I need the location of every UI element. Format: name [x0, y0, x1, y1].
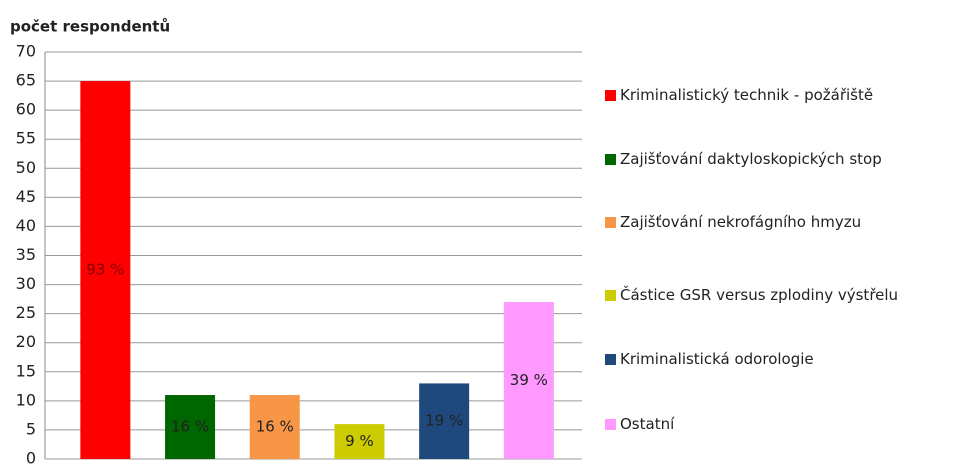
bar [80, 81, 131, 460]
data-label: 9 % [345, 432, 374, 450]
y-tick-label: 70 [16, 42, 36, 61]
y-tick-label: 0 [26, 449, 36, 464]
legend-swatch [605, 419, 616, 430]
legend-label: Ostatní [620, 415, 675, 433]
y-tick-label: 50 [16, 158, 36, 177]
legend-swatch [605, 154, 616, 165]
legend-label: Kriminalistická odorologie [620, 350, 814, 368]
y-tick-label: 25 [16, 303, 36, 322]
y-tick-label: 65 [16, 71, 36, 90]
legend-label: Zajišťování nekrofágního hmyzu [620, 213, 862, 231]
data-label: 19 % [425, 412, 463, 430]
y-tick-label: 15 [16, 361, 36, 380]
data-label: 39 % [510, 371, 548, 389]
legend-item: Zajišťování daktyloskopických stop [605, 150, 955, 168]
legend-item: Zajišťování nekrofágního hmyzu [605, 213, 955, 231]
bar [503, 302, 554, 459]
legend-swatch [605, 354, 616, 365]
bar [249, 395, 300, 459]
data-label: 93 % [86, 261, 124, 279]
bar [419, 383, 470, 459]
y-tick-label: 45 [16, 187, 36, 206]
legend-label: Zajišťování daktyloskopických stop [620, 150, 882, 168]
y-tick-label: 40 [16, 216, 36, 235]
data-label: 16 % [256, 418, 294, 436]
y-tick-label: 60 [16, 100, 36, 119]
y-tick-label: 5 [26, 419, 36, 438]
legend-item: Ostatní [605, 415, 955, 433]
legend-item: Částice GSR versus zplodiny výstřelu [605, 286, 955, 304]
data-label: 16 % [171, 418, 209, 436]
legend-swatch [605, 217, 616, 228]
legend-swatch [605, 290, 616, 301]
legend-label: Částice GSR versus zplodiny výstřelu [620, 286, 899, 304]
bar [165, 395, 216, 459]
y-tick-label: 30 [16, 274, 36, 293]
y-tick-label: 20 [16, 332, 36, 351]
legend-item: Kriminalistický technik - požářiště [605, 86, 955, 104]
y-tick-label: 35 [16, 245, 36, 264]
legend-item: Kriminalistická odorologie [605, 350, 955, 368]
y-tick-label: 55 [16, 129, 36, 148]
legend-swatch [605, 90, 616, 101]
bar [334, 424, 385, 459]
y-axis-title: počet respondentů [10, 18, 170, 36]
y-tick-label: 10 [16, 390, 36, 409]
legend-label: Kriminalistický technik - požářiště [620, 86, 874, 104]
